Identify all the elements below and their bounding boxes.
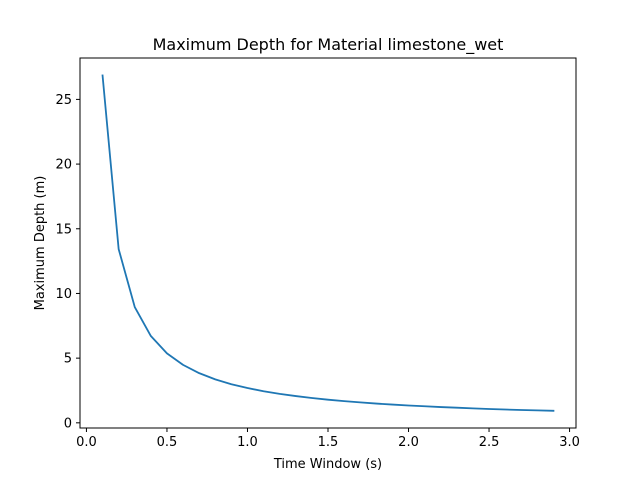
y-tick-label: 10 [55,287,72,302]
x-tick-label: 1.5 [318,435,339,450]
x-axis-label: Time Window (s) [273,457,382,472]
y-tick-label: 15 [55,222,72,237]
y-tick-label: 20 [55,158,72,173]
y-tick-label: 25 [55,93,72,108]
y-tick-label: 0 [64,416,72,431]
x-tick-label: 2.5 [479,435,500,450]
x-tick-label: 0.0 [76,435,97,450]
series-line [101,74,555,412]
y-axis-label: Maximum Depth (m) [33,176,48,311]
plot-area [101,74,555,412]
x-tick-label: 0.5 [157,435,178,450]
x-tick-label: 1.0 [237,435,258,450]
x-axis-ticks: 0.0 0.5 1.0 1.5 2.0 2.5 3.0 [76,428,580,450]
chart-title: Maximum Depth for Material limestone_wet [153,35,504,55]
x-tick-label: 3.0 [559,435,580,450]
x-tick-label: 2.0 [398,435,419,450]
y-axis-ticks: 0 5 10 15 20 25 [55,93,80,431]
y-tick-label: 5 [64,352,72,367]
